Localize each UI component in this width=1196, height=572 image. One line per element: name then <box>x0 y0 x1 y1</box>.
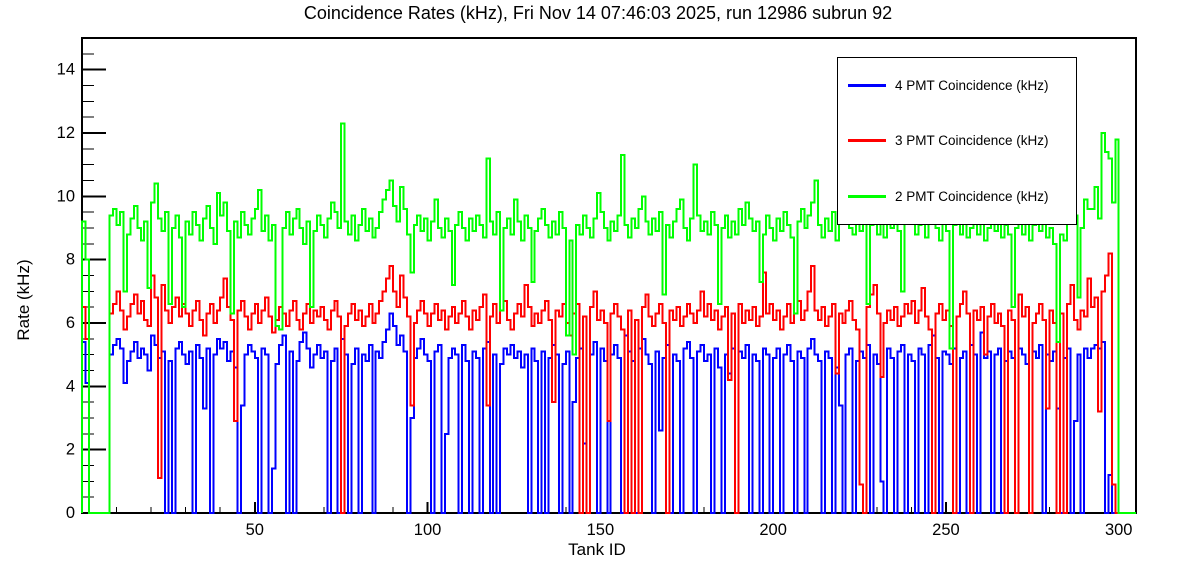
y-tick-label: 4 <box>66 377 75 395</box>
y-tick-label: 2 <box>66 441 75 459</box>
legend-line-blue-icon <box>848 84 886 88</box>
x-tick-label: 200 <box>759 521 787 539</box>
chart-title: Coincidence Rates (kHz), Fri Nov 14 07:4… <box>303 3 893 23</box>
x-axis-title: Tank ID <box>568 540 626 559</box>
legend-entry-3pmt: 3 PMT Coincidence (kHz) <box>838 113 1076 168</box>
x-tick-label: 250 <box>932 521 960 539</box>
series-path-0 <box>81 312 1136 514</box>
y-tick-label: 14 <box>57 61 75 79</box>
legend-label: 3 PMT Coincidence (kHz) <box>895 133 1049 149</box>
y-tick-label: 12 <box>57 124 75 142</box>
y-tick-label: 6 <box>66 314 75 332</box>
y-tick-label: 8 <box>66 251 75 269</box>
legend-line-red-icon <box>848 139 886 143</box>
y-axis-title: Rate (kHz) <box>14 259 33 341</box>
legend-entry-2pmt: 2 PMT Coincidence (kHz) <box>838 169 1076 224</box>
legend-line-green-icon <box>848 194 886 198</box>
y-tick-label: 0 <box>66 504 75 522</box>
x-tick-label: 300 <box>1105 521 1133 539</box>
legend: 4 PMT Coincidence (kHz) 3 PMT Coincidenc… <box>837 57 1077 225</box>
y-tick-label: 10 <box>57 187 75 205</box>
legend-label: 4 PMT Coincidence (kHz) <box>895 78 1049 94</box>
series-path-1 <box>81 252 1136 514</box>
x-tick-label: 100 <box>414 521 442 539</box>
legend-entry-4pmt: 4 PMT Coincidence (kHz) <box>838 58 1076 113</box>
x-tick-label: 150 <box>587 521 615 539</box>
legend-label: 2 PMT Coincidence (kHz) <box>895 188 1049 204</box>
x-tick-label: 50 <box>246 521 264 539</box>
